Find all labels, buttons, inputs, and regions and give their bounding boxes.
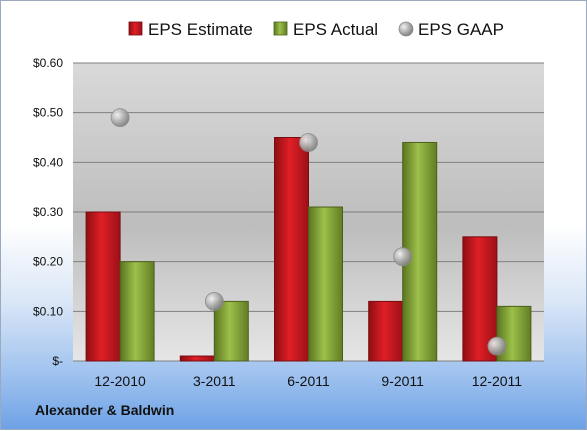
point-eps-gaap (204, 291, 224, 311)
legend-swatch (398, 21, 414, 37)
x-category-label: 6-2011 (287, 373, 330, 389)
x-category-label: 9-2011 (381, 373, 424, 389)
bar-eps-actual (308, 206, 343, 362)
bar-eps-actual (119, 261, 155, 362)
x-category-label: 12-2011 (472, 373, 523, 389)
y-tick-label: $0.60 (33, 56, 63, 70)
bar-eps-estimate (179, 355, 215, 362)
bar-eps-estimate (85, 211, 121, 362)
y-tick-label: $0.30 (33, 205, 63, 219)
legend-label: EPS Actual (293, 20, 378, 39)
legend-label: EPS GAAP (418, 20, 504, 39)
legend-swatch (273, 21, 288, 36)
y-tick-label: $0.50 (33, 106, 63, 120)
point-eps-gaap (110, 108, 130, 128)
bar-eps-estimate (368, 300, 404, 362)
bar-eps-estimate (462, 236, 498, 362)
x-category-label: 12-2010 (94, 373, 146, 389)
y-tick-label: $0.20 (33, 255, 63, 269)
point-eps-gaap (393, 247, 413, 267)
bar-eps-actual (213, 300, 249, 362)
bar-eps-actual (402, 141, 438, 362)
point-eps-gaap (487, 336, 507, 356)
y-tick-label: $- (52, 354, 63, 368)
bar-eps-estimate (274, 137, 309, 362)
y-tick-label: $0.40 (33, 155, 63, 169)
x-category-label: 3-2011 (193, 373, 236, 389)
point-eps-gaap (299, 133, 318, 152)
legend-label: EPS Estimate (148, 20, 253, 39)
y-tick-label: $0.10 (33, 304, 63, 318)
legend-swatch (128, 21, 143, 36)
company-name: Alexander & Baldwin (35, 402, 175, 418)
